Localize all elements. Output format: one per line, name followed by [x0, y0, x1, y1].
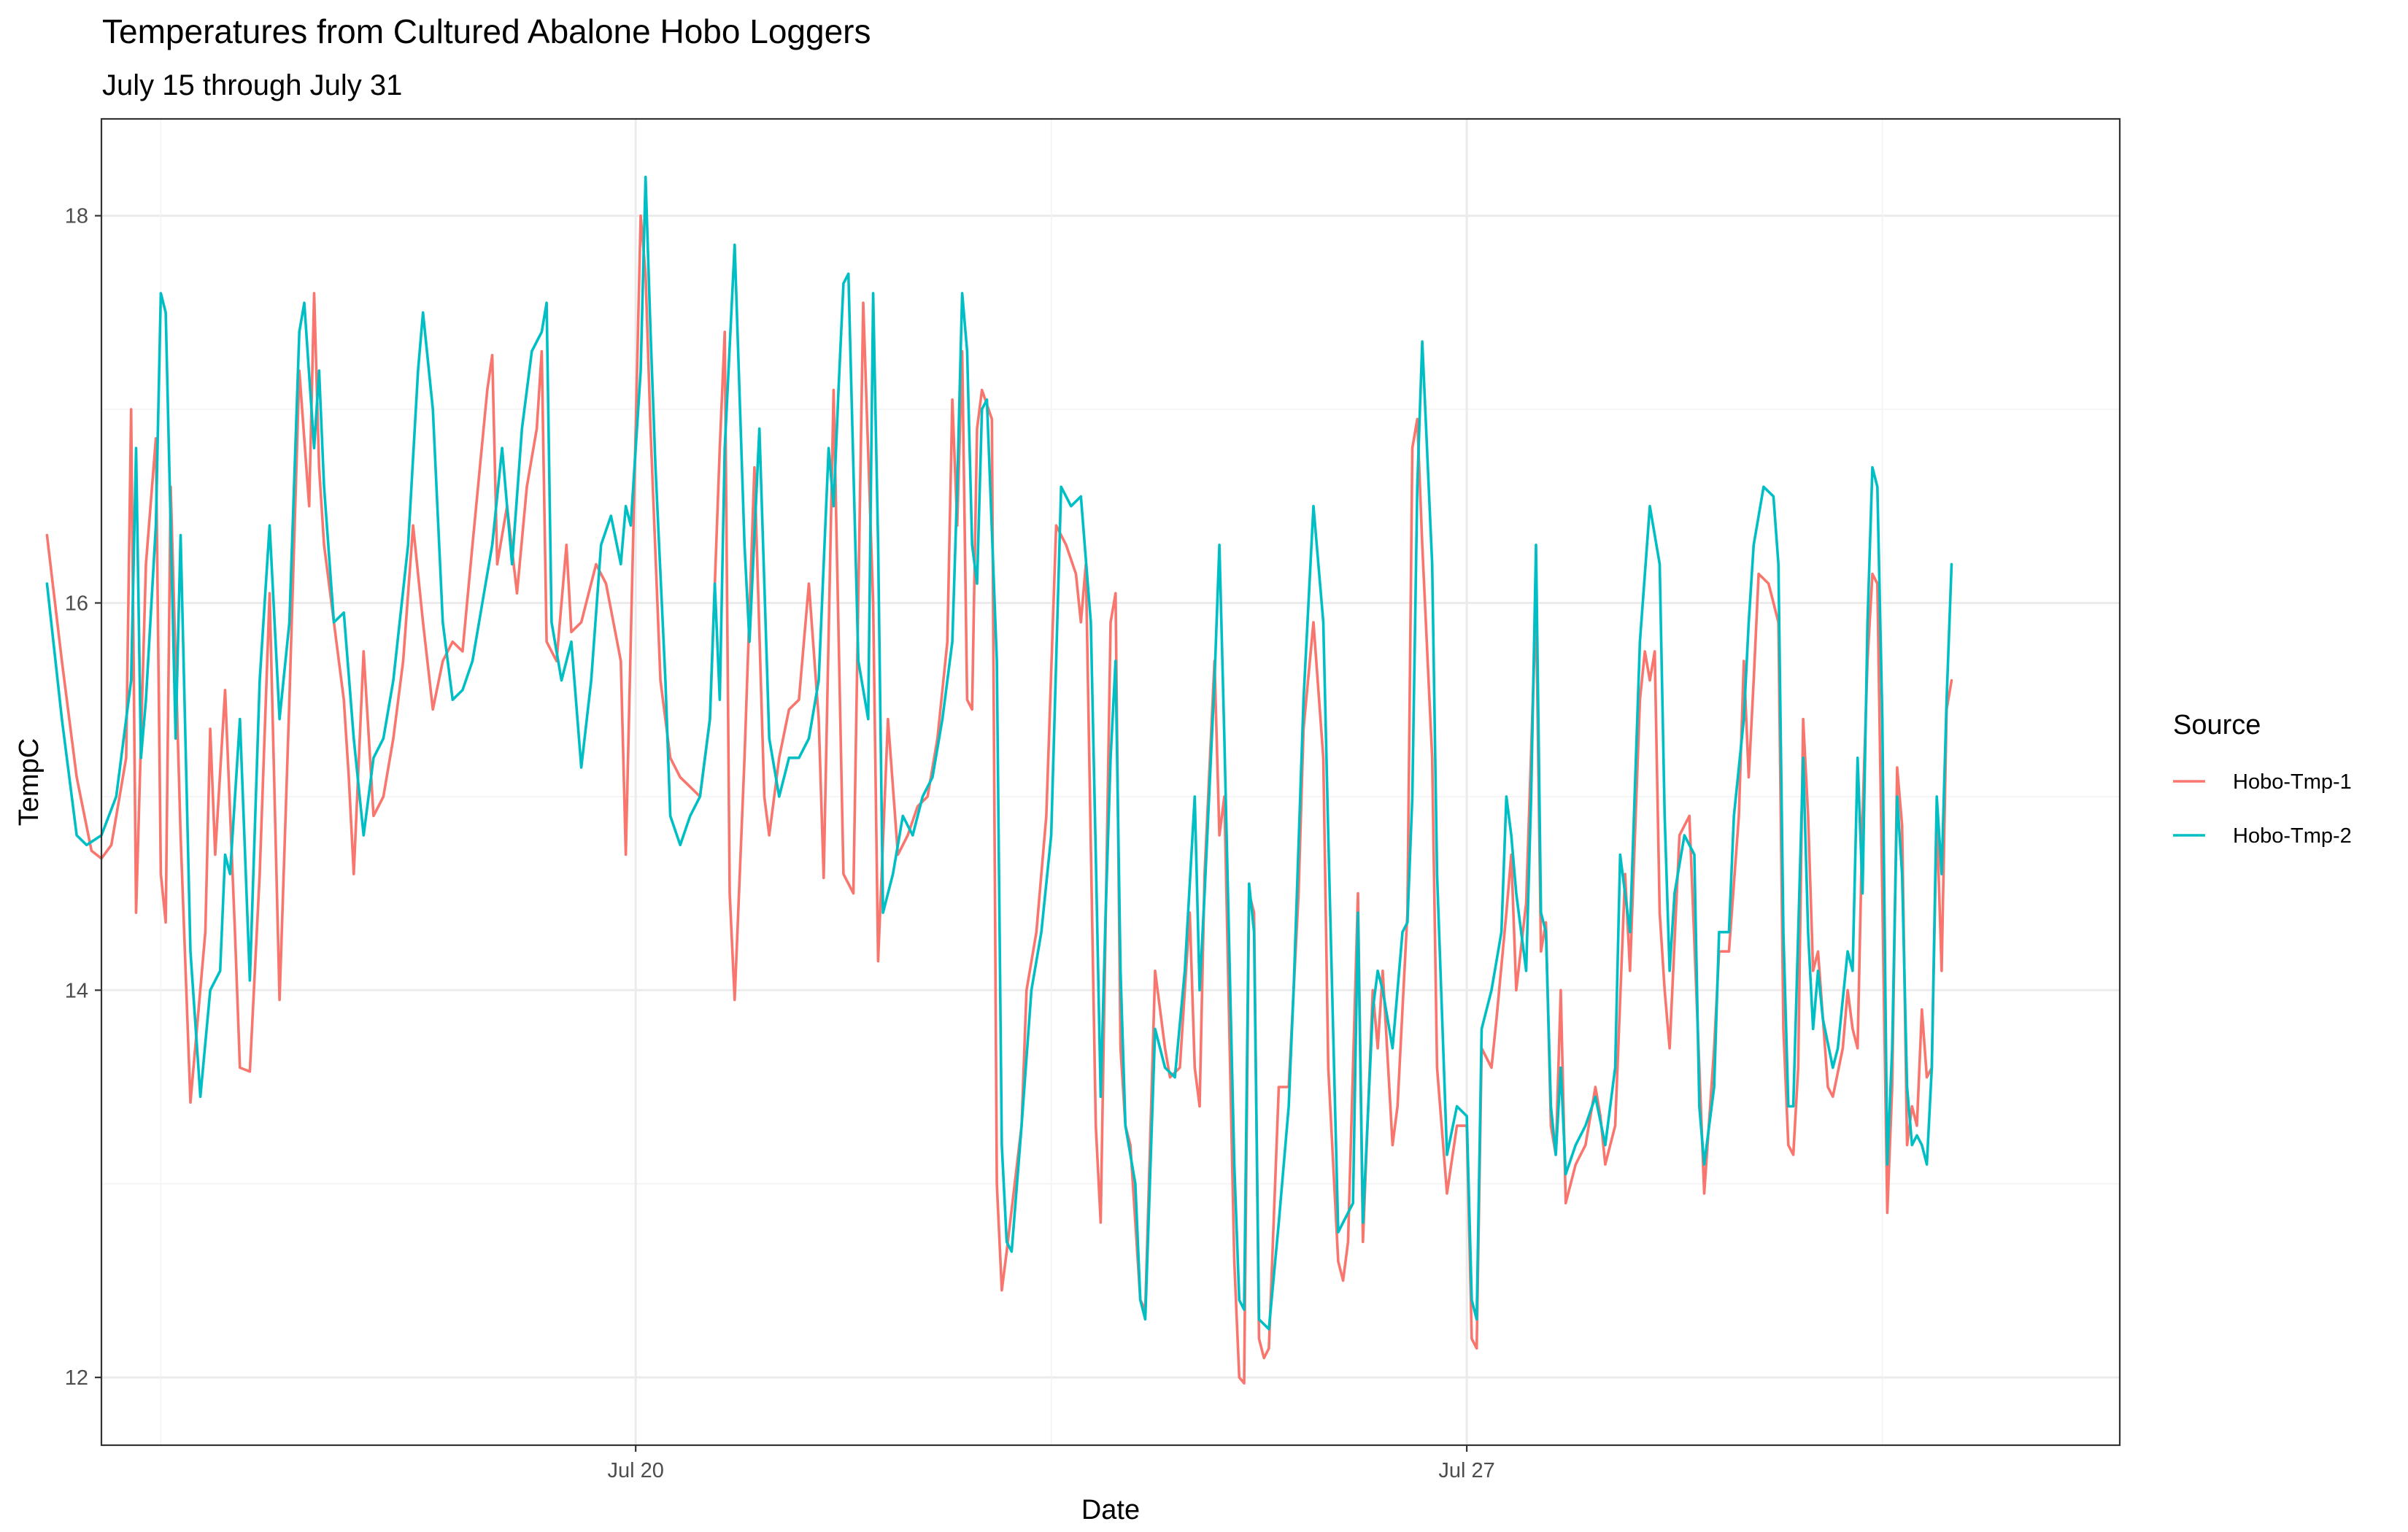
legend-items: Hobo-Tmp-1 Hobo-Tmp-2	[2173, 770, 2352, 848]
x-tick-label: Jul 20	[607, 1459, 663, 1482]
legend-item: Hobo-Tmp-1	[2173, 770, 2352, 794]
y-tick-label: 12	[65, 1366, 88, 1390]
series-lines	[45, 175, 1953, 1385]
legend-item: Hobo-Tmp-2	[2173, 824, 2352, 848]
x-tick-label: Jul 27	[1438, 1459, 1494, 1482]
x-axis-title: Date	[1081, 1495, 1140, 1525]
y-axis-title: TempC	[14, 738, 45, 826]
legend-label: Hobo-Tmp-1	[2233, 770, 2352, 794]
chart-title: Temperatures from Cultured Abalone Hobo …	[102, 12, 871, 50]
legend-label: Hobo-Tmp-2	[2233, 824, 2352, 848]
y-axis: 12 14 16 18	[65, 205, 101, 1390]
grid-lines	[101, 119, 2120, 1445]
panel-border	[100, 117, 2121, 1447]
x-axis: Jul 20 Jul 27	[607, 1445, 1495, 1482]
chart-subtitle: July 15 through July 31	[102, 69, 402, 101]
legend-title: Source	[2173, 710, 2261, 740]
y-tick-label: 14	[65, 979, 88, 1002]
series-line-hobo-tmp-2	[45, 175, 1953, 1331]
legend: Source Hobo-Tmp-1 Hobo-Tmp-2	[2173, 710, 2352, 848]
y-tick-label: 18	[65, 205, 88, 228]
y-tick-label: 16	[65, 592, 88, 616]
